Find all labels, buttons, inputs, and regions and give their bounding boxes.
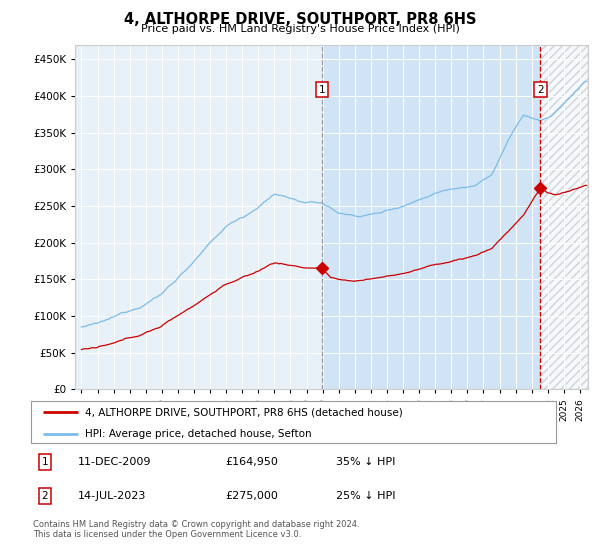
Text: 25% ↓ HPI: 25% ↓ HPI xyxy=(336,491,396,501)
Text: 14-JUL-2023: 14-JUL-2023 xyxy=(77,491,146,501)
Text: £164,950: £164,950 xyxy=(226,457,278,467)
Text: £275,000: £275,000 xyxy=(226,491,278,501)
FancyBboxPatch shape xyxy=(31,401,556,444)
Text: Contains HM Land Registry data © Crown copyright and database right 2024.
This d: Contains HM Land Registry data © Crown c… xyxy=(33,520,359,539)
Text: 4, ALTHORPE DRIVE, SOUTHPORT, PR8 6HS (detached house): 4, ALTHORPE DRIVE, SOUTHPORT, PR8 6HS (d… xyxy=(85,407,403,417)
Text: 1: 1 xyxy=(319,85,325,95)
Text: 1: 1 xyxy=(41,457,48,467)
Text: 2: 2 xyxy=(537,85,544,95)
Bar xyxy=(322,45,541,389)
Text: Price paid vs. HM Land Registry's House Price Index (HPI): Price paid vs. HM Land Registry's House … xyxy=(140,24,460,34)
Text: 11-DEC-2009: 11-DEC-2009 xyxy=(77,457,151,467)
Text: HPI: Average price, detached house, Sefton: HPI: Average price, detached house, Seft… xyxy=(85,429,312,439)
Text: 35% ↓ HPI: 35% ↓ HPI xyxy=(336,457,395,467)
Text: 4, ALTHORPE DRIVE, SOUTHPORT, PR8 6HS: 4, ALTHORPE DRIVE, SOUTHPORT, PR8 6HS xyxy=(124,12,476,27)
Text: 2: 2 xyxy=(41,491,48,501)
